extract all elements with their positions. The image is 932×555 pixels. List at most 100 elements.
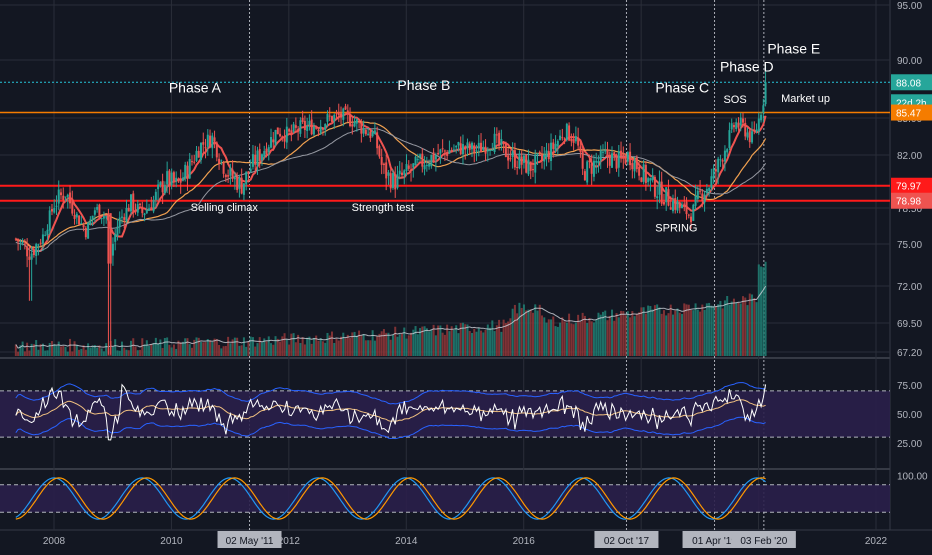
candle-body — [231, 169, 234, 179]
candle-body — [394, 174, 397, 190]
price-tag-label: 22d 2h — [896, 98, 927, 109]
volume-bar — [640, 307, 643, 356]
candle-body — [518, 153, 521, 169]
annotation-label: Phase C — [655, 79, 709, 95]
candle-body — [75, 213, 78, 218]
candle-body — [701, 193, 704, 202]
candle-body — [423, 165, 426, 170]
candle-body — [82, 224, 85, 228]
candle-body — [283, 136, 286, 142]
price-tick-label: 72.00 — [897, 282, 922, 293]
volume-bar — [123, 347, 126, 356]
volume-bar — [179, 342, 182, 356]
rsi-tick-label: 50.00 — [897, 410, 922, 421]
price-axis[interactable]: 95.0090.0085.0082.0078.5075.0072.0069.50… — [891, 1, 932, 483]
time-marker-label: 01 Apr '19 — [692, 536, 737, 547]
rsi-bb-lower — [15, 416, 766, 440]
candle-body — [572, 139, 575, 143]
volume-bar — [608, 315, 611, 356]
candle-body — [525, 154, 528, 173]
volume-bar — [75, 344, 78, 356]
candle-body — [172, 172, 175, 183]
volume-bar — [495, 325, 498, 356]
candle-body — [529, 161, 532, 171]
candle-body — [719, 159, 722, 161]
volume-bar — [385, 332, 388, 356]
candle-body — [737, 122, 740, 128]
volume-bar — [319, 338, 322, 356]
volume-bar — [498, 319, 501, 356]
volume-bar — [559, 322, 562, 356]
volume-bar — [28, 350, 31, 356]
candle-body — [457, 142, 460, 146]
candle-body — [127, 207, 130, 212]
candle-body — [647, 178, 650, 183]
volume-bar — [369, 340, 372, 356]
candle-body — [130, 194, 133, 212]
volume-bar — [751, 294, 754, 356]
annotation-label: SPRING — [655, 223, 697, 235]
candle-body — [527, 159, 530, 175]
candle-body — [32, 250, 35, 256]
annotation-label: Market up — [781, 93, 830, 105]
candle-body — [184, 164, 187, 179]
candle-body — [751, 131, 754, 143]
volume-bar — [66, 351, 69, 356]
volume-bar — [102, 351, 105, 356]
volume-bar — [148, 345, 151, 356]
candle-body — [48, 210, 51, 231]
candle-body — [150, 207, 153, 211]
volume-bar — [534, 304, 537, 356]
candle-body — [258, 149, 261, 162]
volume-bar — [64, 346, 67, 356]
candle-body — [175, 177, 178, 181]
candle-body — [649, 178, 652, 181]
volume-bar — [330, 331, 333, 356]
volume-bar — [80, 348, 83, 356]
volume-bar — [696, 309, 699, 356]
candle-body — [739, 117, 742, 126]
volume-bar — [662, 310, 665, 356]
candle-body — [204, 147, 207, 149]
candle-body — [500, 139, 503, 145]
volume-bar — [290, 333, 293, 356]
candle-body — [109, 213, 112, 264]
volume-bar — [455, 325, 458, 356]
time-axis[interactable]: 2008201020122014201620182020202202 May '… — [43, 531, 888, 548]
volume-bar — [597, 312, 600, 356]
volume-bar — [671, 314, 674, 356]
candle-body — [708, 187, 711, 191]
volume-bar — [340, 336, 343, 356]
candle-body — [498, 132, 501, 145]
candle-body — [635, 157, 638, 170]
volume-bar — [125, 349, 128, 356]
volume-bar — [57, 341, 60, 356]
volume-bar — [23, 351, 26, 356]
candle-body — [254, 154, 257, 165]
candle-body — [263, 150, 266, 157]
volume-bar — [177, 340, 180, 356]
candle-body — [44, 234, 47, 236]
candle-body — [351, 124, 354, 127]
volume-bar — [215, 339, 218, 356]
candle-body — [206, 134, 209, 147]
candle-body — [328, 115, 331, 117]
volume-bar — [552, 316, 555, 356]
candle-body — [371, 131, 374, 137]
candle-body — [139, 203, 142, 206]
volume-bar — [687, 304, 690, 356]
candle-body — [211, 135, 214, 149]
volume-bar — [511, 308, 514, 356]
volume-bar — [466, 324, 469, 356]
volume-bar — [120, 341, 123, 356]
candle-body — [143, 213, 146, 216]
candle-body — [748, 130, 751, 143]
candle-body — [735, 122, 738, 130]
candle-body — [495, 134, 498, 136]
volume-bar — [556, 326, 559, 356]
volume-bar — [653, 305, 656, 356]
candle-body — [256, 150, 259, 166]
